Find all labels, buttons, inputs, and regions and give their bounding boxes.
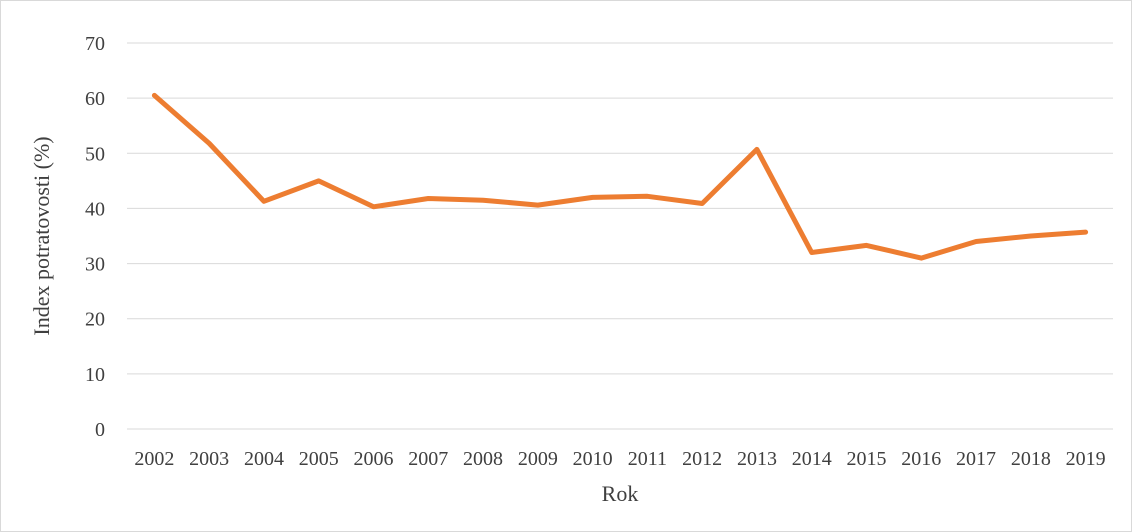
x-tick-label: 2010 xyxy=(573,448,613,470)
y-tick-label: 70 xyxy=(85,33,105,55)
x-tick-label: 2019 xyxy=(1066,448,1106,470)
x-tick-label: 2014 xyxy=(792,448,832,470)
x-tick-label: 2008 xyxy=(463,448,503,470)
x-tick-label: 2003 xyxy=(189,448,229,470)
y-tick-label: 30 xyxy=(85,254,105,276)
x-tick-label: 2004 xyxy=(244,448,284,470)
y-axis-ticks: 0 10 20 30 40 50 60 70 xyxy=(85,33,105,441)
series-layer xyxy=(151,92,1089,261)
x-tick-label: 2015 xyxy=(847,448,887,470)
x-tick-label: 2006 xyxy=(354,448,394,470)
x-tick-label: 2009 xyxy=(518,448,558,470)
y-tick-label: 20 xyxy=(85,309,105,331)
y-axis-title: Index potratovosti (%) xyxy=(29,136,54,335)
x-tick-label: 2017 xyxy=(956,448,996,470)
x-tick-label: 2005 xyxy=(299,448,339,470)
x-axis-ticks: 2002 2003 2004 2005 2006 2007 2008 2009 2010 2011… xyxy=(134,448,1105,470)
x-tick-label: 2013 xyxy=(737,448,777,470)
y-tick-label: 10 xyxy=(85,364,105,386)
x-axis-title: Rok xyxy=(602,481,639,506)
x-tick-label: 2011 xyxy=(628,448,667,470)
x-tick-label: 2012 xyxy=(682,448,722,470)
series-line xyxy=(151,92,1089,261)
x-tick-label: 2016 xyxy=(901,448,941,470)
y-tick-label: 40 xyxy=(85,198,105,220)
y-tick-label: 0 xyxy=(95,419,105,441)
y-tick-label: 50 xyxy=(85,143,105,165)
x-tick-label: 2018 xyxy=(1011,448,1051,470)
y-tick-label: 60 xyxy=(85,88,105,110)
x-tick-label: 2007 xyxy=(408,448,448,470)
gridlines xyxy=(127,42,1113,430)
x-tick-label: 2002 xyxy=(134,448,174,470)
